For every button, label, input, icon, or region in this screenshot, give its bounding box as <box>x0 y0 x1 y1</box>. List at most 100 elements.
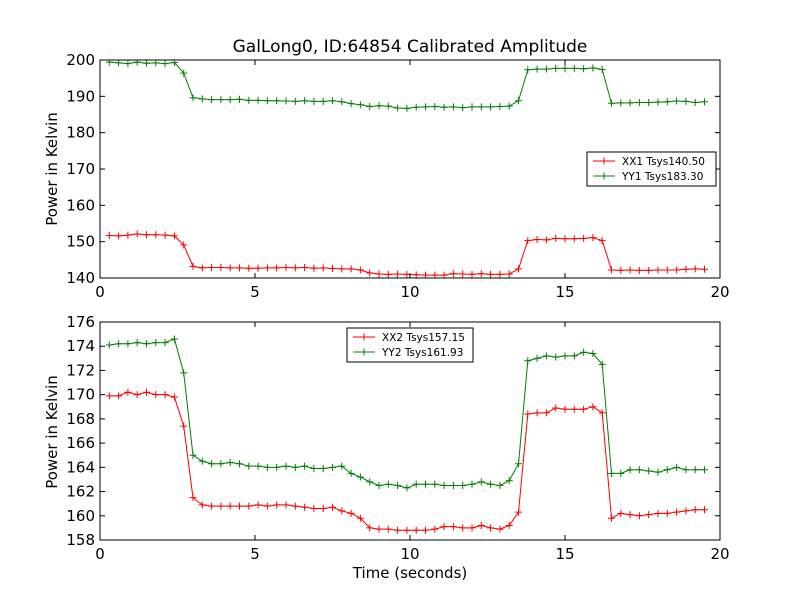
data-point <box>356 514 364 522</box>
data-point <box>245 264 253 272</box>
chart-title: GalLong0, ID:64854 Calibrated Amplitude <box>233 37 588 57</box>
data-point <box>673 463 681 471</box>
data-point <box>645 511 653 519</box>
data-point <box>580 348 588 356</box>
data-point <box>310 97 318 105</box>
data-point <box>282 462 290 470</box>
data-point <box>366 103 374 111</box>
data-point <box>580 234 588 242</box>
data-point <box>645 99 653 107</box>
data-point <box>310 465 318 473</box>
data-point <box>542 236 550 244</box>
data-point <box>654 98 662 106</box>
data-point <box>189 262 197 270</box>
data-point <box>422 480 429 488</box>
data-point <box>124 60 132 68</box>
data-point <box>412 526 420 534</box>
data-point <box>189 494 197 502</box>
y-tick-label: 200 <box>66 51 95 69</box>
data-point <box>654 468 662 476</box>
data-point <box>366 269 374 277</box>
data-point <box>347 509 355 517</box>
data-point <box>440 523 448 531</box>
data-point <box>449 523 457 531</box>
data-point <box>422 103 429 111</box>
data-point <box>291 264 299 272</box>
data-point <box>626 266 634 274</box>
data-point <box>608 514 615 522</box>
data-point <box>589 64 597 72</box>
data-point <box>263 502 271 510</box>
data-point <box>245 462 253 470</box>
data-point <box>477 521 485 529</box>
data-point <box>663 98 671 106</box>
data-point <box>477 103 485 111</box>
data-point <box>384 525 392 533</box>
data-point <box>105 341 113 349</box>
data-point <box>431 525 439 533</box>
data-point <box>273 501 281 509</box>
data-point <box>152 60 160 67</box>
data-point <box>394 482 402 489</box>
data-point <box>524 410 532 418</box>
x-tick-label: 10 <box>400 545 419 563</box>
legend-marker <box>360 333 368 341</box>
data-point <box>487 524 495 532</box>
data-point <box>394 270 402 278</box>
data-point <box>319 465 327 473</box>
data-point <box>319 264 327 272</box>
data-point <box>291 463 299 471</box>
y-tick-label: 166 <box>66 434 95 452</box>
data-point <box>208 502 216 510</box>
data-point <box>635 266 643 274</box>
data-point <box>459 104 467 112</box>
data-point <box>515 508 522 516</box>
data-point <box>561 235 569 243</box>
data-point <box>496 525 504 533</box>
data-point <box>273 463 281 471</box>
legend-box <box>586 151 717 187</box>
data-point <box>635 512 643 520</box>
data-point <box>691 466 699 474</box>
y-tick-label: 172 <box>66 361 95 379</box>
data-point <box>245 502 253 510</box>
data-point <box>236 502 243 510</box>
data-point <box>143 340 150 348</box>
data-point <box>245 96 253 104</box>
data-point <box>282 501 290 509</box>
data-point <box>440 482 448 489</box>
data-point <box>384 102 392 110</box>
data-point <box>394 526 402 534</box>
data-point <box>496 270 504 278</box>
data-point <box>533 409 541 417</box>
legend-label: XX1 Tsys140.50 <box>622 156 705 168</box>
data-point <box>691 506 699 514</box>
data-point <box>366 524 374 532</box>
data-point <box>115 232 123 240</box>
data-point <box>356 473 364 481</box>
data-point <box>682 97 690 105</box>
data-point <box>598 237 606 245</box>
y-tick-label: 150 <box>66 233 95 251</box>
data-point <box>403 526 411 534</box>
data-point <box>208 460 216 468</box>
data-point <box>635 99 643 107</box>
data-point <box>682 466 690 474</box>
data-point <box>449 270 457 278</box>
data-point <box>217 502 225 510</box>
data-point <box>570 64 578 72</box>
x-tick-label: 5 <box>250 545 260 563</box>
data-point <box>347 265 355 273</box>
y-tick-label: 160 <box>66 507 95 525</box>
y-tick-label: 168 <box>66 410 95 428</box>
data-point <box>608 266 615 274</box>
data-point <box>375 482 383 489</box>
legend-label: YY2 Tsys161.93 <box>381 347 463 359</box>
data-point <box>533 354 541 362</box>
y-tick-label: 160 <box>66 196 95 214</box>
data-point <box>236 460 243 468</box>
data-point <box>180 369 188 377</box>
data-point <box>208 263 216 271</box>
data-point <box>626 99 634 107</box>
